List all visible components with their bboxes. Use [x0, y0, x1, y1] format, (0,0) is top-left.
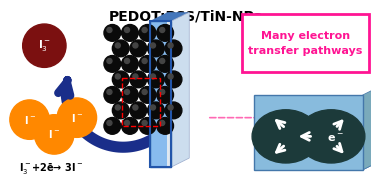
- Circle shape: [168, 43, 173, 48]
- Circle shape: [104, 86, 121, 103]
- Ellipse shape: [297, 110, 365, 163]
- Polygon shape: [254, 163, 376, 170]
- Text: I$_3^-$+2ē→ 3I$^-$: I$_3^-$+2ē→ 3I$^-$: [19, 161, 83, 176]
- Circle shape: [160, 121, 165, 125]
- Bar: [167, 21, 171, 167]
- Circle shape: [107, 121, 112, 125]
- Circle shape: [112, 40, 129, 57]
- Text: I$^-$: I$^-$: [71, 112, 83, 124]
- Circle shape: [142, 121, 147, 125]
- Circle shape: [160, 27, 165, 33]
- Circle shape: [130, 40, 147, 57]
- Circle shape: [168, 105, 173, 110]
- Circle shape: [121, 118, 138, 134]
- Bar: [150, 21, 171, 167]
- Circle shape: [165, 71, 182, 88]
- Circle shape: [147, 102, 164, 119]
- Circle shape: [157, 24, 173, 41]
- Bar: [122, 78, 160, 126]
- Circle shape: [10, 100, 49, 139]
- Circle shape: [139, 118, 156, 134]
- Circle shape: [133, 43, 138, 48]
- Circle shape: [121, 86, 138, 103]
- Circle shape: [107, 89, 112, 94]
- Circle shape: [157, 55, 173, 72]
- Circle shape: [150, 43, 156, 48]
- Circle shape: [165, 40, 182, 57]
- Circle shape: [142, 27, 147, 33]
- Bar: [254, 95, 363, 170]
- Ellipse shape: [252, 110, 320, 163]
- Circle shape: [157, 118, 173, 134]
- Circle shape: [133, 74, 138, 79]
- Bar: [150, 21, 171, 167]
- Text: I$_3^-$: I$_3^-$: [38, 38, 51, 53]
- Circle shape: [121, 24, 138, 41]
- Circle shape: [115, 105, 120, 110]
- Circle shape: [23, 24, 66, 67]
- Circle shape: [142, 89, 147, 94]
- Circle shape: [115, 43, 120, 48]
- Circle shape: [121, 55, 138, 72]
- Circle shape: [139, 24, 156, 41]
- Circle shape: [124, 58, 129, 64]
- Text: Many electron
transfer pathways: Many electron transfer pathways: [248, 31, 363, 56]
- Circle shape: [107, 58, 112, 64]
- Circle shape: [124, 121, 129, 125]
- Circle shape: [168, 74, 173, 79]
- Circle shape: [160, 89, 165, 94]
- Circle shape: [130, 102, 147, 119]
- Circle shape: [104, 118, 121, 134]
- Text: I$^-$: I$^-$: [48, 128, 60, 140]
- Circle shape: [104, 55, 121, 72]
- Circle shape: [147, 71, 164, 88]
- Polygon shape: [171, 12, 189, 167]
- Text: PEDOT:PSS/TiN-NPs: PEDOT:PSS/TiN-NPs: [108, 9, 262, 23]
- Circle shape: [165, 102, 182, 119]
- Circle shape: [57, 98, 97, 137]
- Circle shape: [157, 86, 173, 103]
- FancyBboxPatch shape: [243, 14, 368, 72]
- Circle shape: [107, 27, 112, 33]
- Circle shape: [112, 102, 129, 119]
- Circle shape: [130, 71, 147, 88]
- Circle shape: [124, 27, 129, 33]
- Circle shape: [112, 71, 129, 88]
- Circle shape: [150, 74, 156, 79]
- Circle shape: [124, 89, 129, 94]
- Circle shape: [133, 105, 138, 110]
- Polygon shape: [363, 88, 376, 170]
- Circle shape: [104, 24, 121, 41]
- Circle shape: [139, 55, 156, 72]
- Circle shape: [115, 74, 120, 79]
- Circle shape: [160, 58, 165, 64]
- Text: e$^-$: e$^-$: [327, 133, 344, 144]
- Circle shape: [139, 86, 156, 103]
- Circle shape: [147, 40, 164, 57]
- Polygon shape: [150, 12, 189, 21]
- Circle shape: [150, 105, 156, 110]
- Circle shape: [35, 115, 74, 154]
- Text: I$^-$: I$^-$: [24, 114, 36, 126]
- Circle shape: [142, 58, 147, 64]
